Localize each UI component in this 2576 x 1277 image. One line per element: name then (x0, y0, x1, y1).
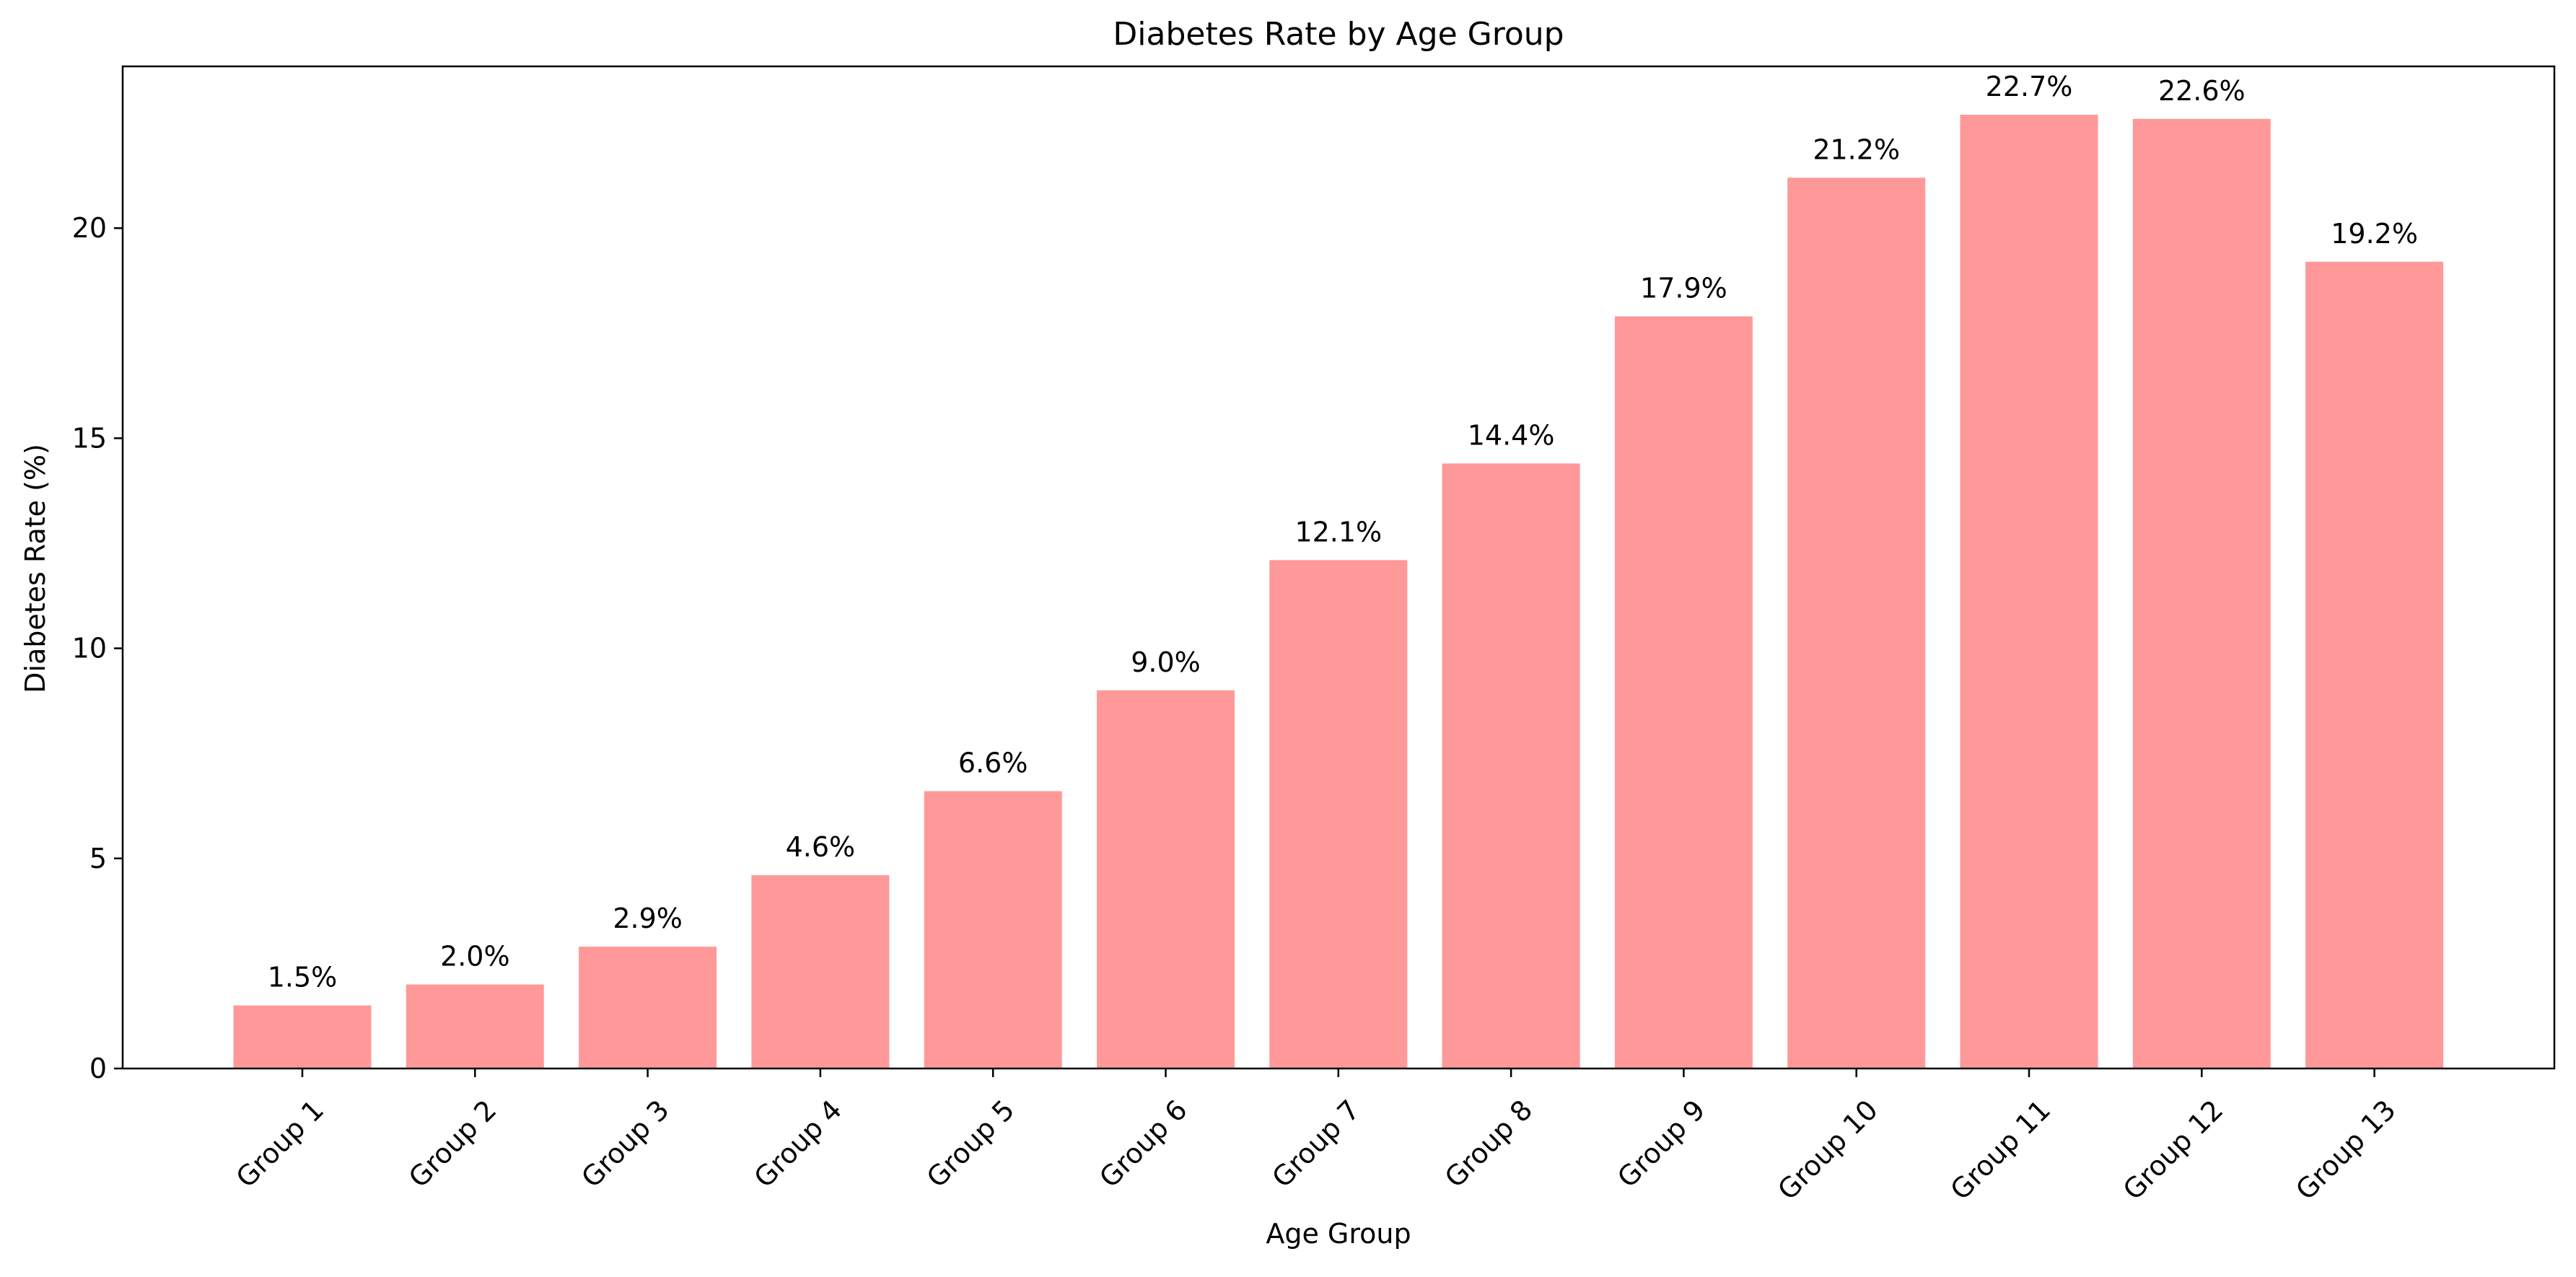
x-axis-label: Age Group (1266, 1218, 1411, 1250)
bar (579, 947, 717, 1068)
y-tick-label: 5 (89, 843, 107, 874)
bar (924, 791, 1062, 1068)
data-label: 2.9% (613, 903, 683, 934)
data-label: 21.2% (1813, 133, 1900, 165)
data-label: 12.1% (1294, 516, 1382, 548)
bar (751, 875, 890, 1068)
bar (1614, 316, 1753, 1068)
x-tick-label: Group 6 (1093, 1094, 1193, 1194)
data-label: 4.6% (786, 831, 856, 863)
x-tick-label: Group 10 (1771, 1094, 1884, 1206)
data-label: 2.0% (440, 941, 510, 973)
x-tick-label: Group 7 (1266, 1094, 1366, 1194)
x-tick-label: Group 2 (403, 1094, 503, 1194)
data-label: 9.0% (1131, 646, 1201, 678)
bar (1097, 690, 1235, 1068)
bar (233, 1005, 372, 1068)
bar (406, 984, 544, 1068)
x-tick-label: Group 12 (2117, 1094, 2230, 1206)
data-label: 6.6% (958, 747, 1028, 779)
data-label: 22.7% (1986, 71, 2073, 102)
x-tick-label: Group 9 (1611, 1094, 1712, 1194)
bar (2305, 261, 2444, 1068)
y-tick-label: 0 (89, 1053, 107, 1084)
y-tick-label: 15 (72, 422, 107, 454)
data-label: 22.6% (2158, 75, 2246, 107)
x-tick-label: Group 1 (230, 1094, 330, 1194)
x-tick-label: Group 4 (748, 1094, 849, 1194)
plot-area: 1.5% 2.0% 2.9% 4.6% 6.6% 9.0% 12.1% 14.4% 17.9% 2… (72, 65, 2556, 1206)
y-tick-label: 10 (72, 633, 107, 664)
bar (1269, 560, 1408, 1068)
data-label: 17.9% (1640, 273, 1727, 304)
data-label: 14.4% (1468, 419, 1555, 451)
x-tick-label: Group 13 (2290, 1094, 2402, 1206)
x-tick-label: Group 8 (1439, 1094, 1539, 1194)
x-tick-label: Group 5 (921, 1094, 1021, 1194)
bar (2132, 118, 2271, 1068)
bar (1960, 115, 2098, 1068)
y-axis-label: Diabetes Rate (%) (19, 444, 51, 693)
data-label: 1.5% (268, 962, 338, 993)
y-tick-label: 20 (72, 212, 107, 244)
bar (1787, 177, 1926, 1068)
x-tick-label: Group 11 (1945, 1094, 2057, 1206)
x-tick-label: Group 3 (575, 1094, 675, 1194)
data-label: 19.2% (2331, 218, 2418, 250)
bar (1442, 463, 1580, 1068)
chart-title: Diabetes Rate by Age Group (1113, 16, 1564, 53)
